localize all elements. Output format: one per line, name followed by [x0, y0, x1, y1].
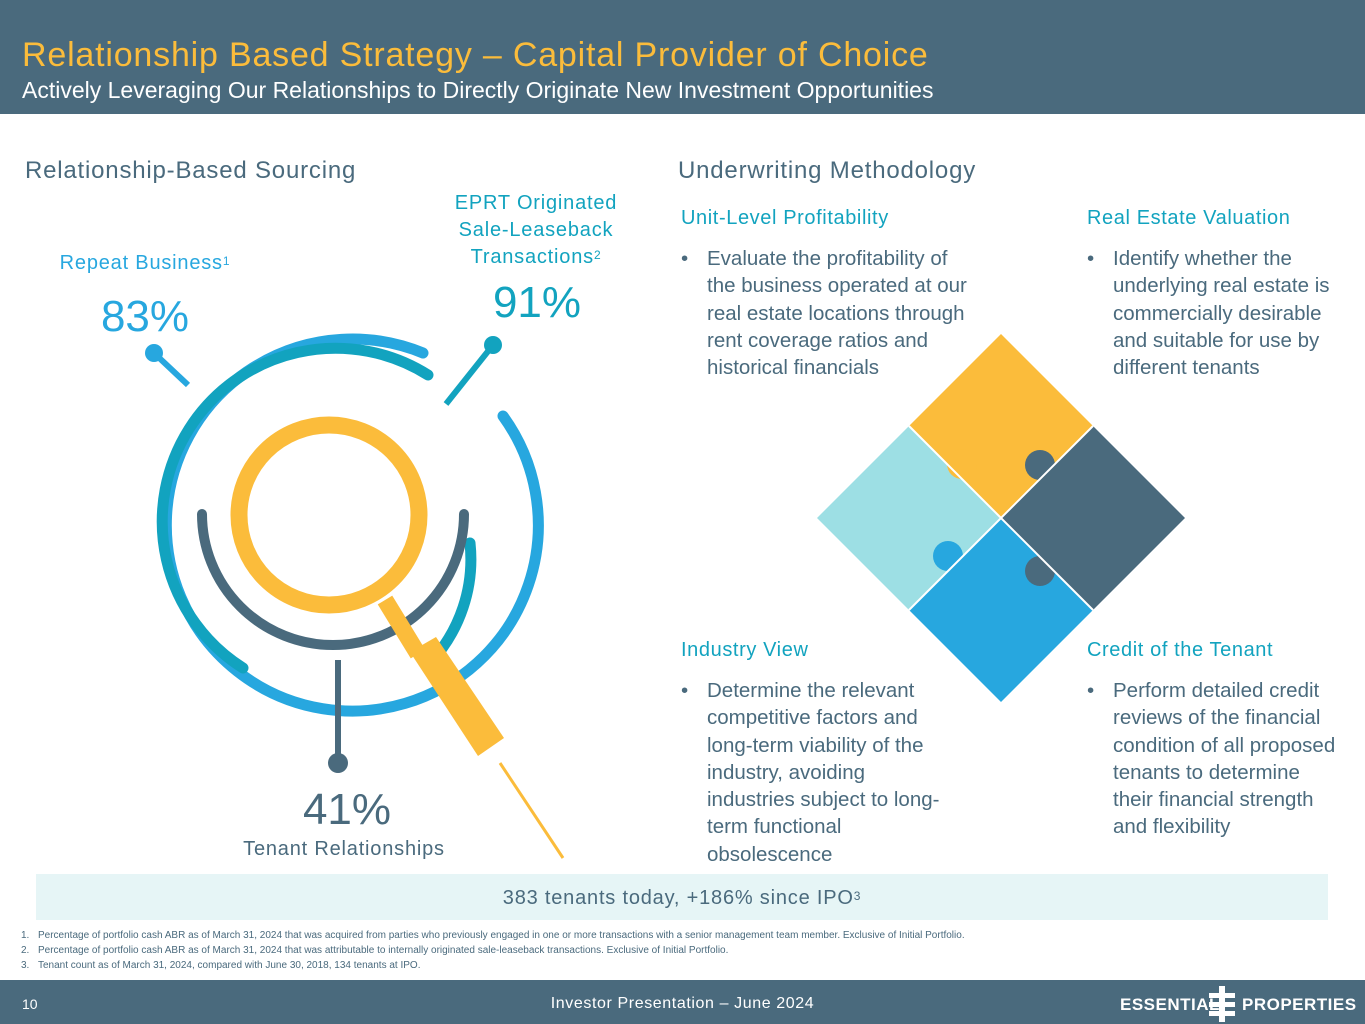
logo-mark-icon: [1209, 986, 1235, 1022]
card-heading-credit: Credit of the Tenant: [1087, 639, 1274, 661]
page-subtitle: Actively Leveraging Our Relationships to…: [22, 77, 934, 103]
bullet-dot: •: [681, 679, 689, 702]
magnifier-lens: [230, 416, 428, 614]
card-bullet-real-estate: • Identify whether the underlying real e…: [1087, 247, 1330, 380]
puzzle-diamond-icon: [817, 334, 1185, 702]
eprt-originated-label: EPRT Originated Sale-Leaseback Transacti…: [454, 192, 618, 268]
tenant-relationships-value: 41%: [302, 785, 392, 834]
footnote-3: 3. Tenant count as of March 31, 2024, com…: [21, 960, 421, 971]
page-number: 10: [22, 996, 38, 1012]
card-bullet-credit: • Perform detailed credit reviews of the…: [1087, 679, 1336, 839]
middle-ring: [156, 342, 434, 674]
magnifier-target-icon: [145, 333, 565, 859]
tenant-count-banner: 383 tenants today, +186% since IPO3: [36, 874, 1328, 920]
footnote-2: 2. Percentage of portfolio cash ABR as of…: [21, 945, 729, 956]
bullet-dot: •: [1087, 247, 1095, 270]
card-heading-real-estate: Real Estate Valuation: [1087, 207, 1291, 229]
footer-bar: [0, 980, 1365, 1024]
inner-arc: [197, 509, 469, 650]
repeat-business-label: Repeat Business1: [59, 252, 231, 274]
logo-word-left: ESSENTIAL: [1120, 995, 1220, 1014]
magnifier-handle: [410, 637, 504, 756]
bullet-dot: •: [1087, 679, 1095, 702]
logo-word-right: PROPERTIES: [1242, 995, 1357, 1014]
card-heading-industry: Industry View: [681, 639, 809, 661]
underwriting-title: Underwriting Methodology: [678, 157, 977, 184]
card-bullet-unit-level: • Evaluate the profitability of the busi…: [681, 247, 967, 380]
sourcing-title: Relationship-Based Sourcing: [25, 157, 357, 184]
footnote-1: 1. Percentage of portfolio cash ABR as of…: [21, 930, 965, 941]
repeat-business-value: 83%: [100, 292, 190, 341]
page-title: Relationship Based Strategy – Capital Pr…: [22, 36, 929, 74]
card-heading-unit-level: Unit-Level Profitability: [681, 207, 889, 229]
header-bar: [0, 0, 1365, 114]
eprt-originated-value: 91%: [492, 278, 582, 327]
card-bullet-industry: • Determine the relevant competitive fac…: [681, 679, 940, 866]
footer-text: Investor Presentation – June 2024: [550, 995, 815, 1012]
bullet-dot: •: [681, 247, 689, 270]
tenant-relationships-label: Tenant Relationships: [243, 838, 445, 860]
